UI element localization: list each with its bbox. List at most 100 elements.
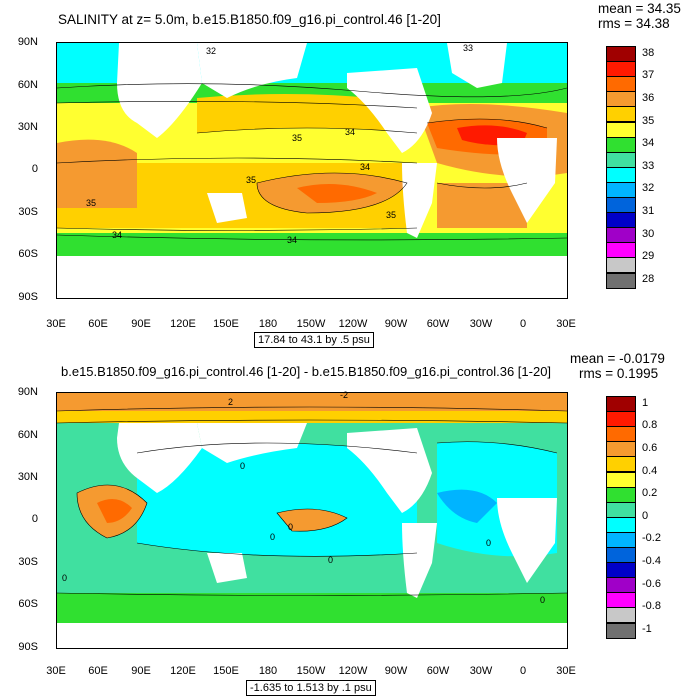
map-title: b.e15.B1850.f09_g16.pi_control.46 [1-20]… bbox=[61, 364, 552, 379]
lon-label: 150E bbox=[213, 318, 239, 330]
colorbar-swatch bbox=[606, 181, 636, 198]
colorbar-label: 0.4 bbox=[642, 464, 658, 477]
lat-label: 60N bbox=[17, 429, 38, 441]
lon-label: 150E bbox=[213, 665, 239, 677]
colorbar-label: -0.6 bbox=[642, 577, 661, 590]
lat-label: 90S bbox=[18, 641, 38, 653]
difference-map-panel: b.e15.B1850.f09_g16.pi_control.46 [1-20]… bbox=[0, 350, 700, 700]
lon-label: 150W bbox=[296, 318, 326, 330]
colorbar-swatch bbox=[606, 166, 636, 183]
lat-label: 0 bbox=[31, 163, 38, 175]
colorbar-swatch bbox=[606, 242, 636, 259]
colorbar-label: 29 bbox=[642, 250, 655, 263]
colorbar-swatch bbox=[606, 227, 636, 244]
lon-label: 60W bbox=[426, 665, 450, 677]
lat-label: 30S bbox=[18, 556, 38, 568]
rms-stat: rms = 0.1995 bbox=[579, 366, 659, 381]
contour-label: 0 bbox=[288, 522, 294, 532]
contour-label: -2 bbox=[340, 390, 349, 400]
colorbar-swatch bbox=[606, 562, 636, 579]
colorbar-swatch bbox=[606, 456, 636, 473]
lon-label: 30E bbox=[556, 318, 576, 330]
lon-label: 90E bbox=[131, 318, 151, 330]
colorbar-label: 28 bbox=[642, 273, 655, 286]
colorbar-swatch bbox=[606, 91, 636, 108]
colorbar-swatch bbox=[606, 136, 636, 153]
colorbar-label: 38 bbox=[642, 46, 655, 59]
contour-label: 34 bbox=[112, 230, 123, 240]
contour-label: 0 bbox=[540, 595, 546, 605]
colorbar-label: -1 bbox=[642, 623, 652, 636]
lon-label: 0 bbox=[519, 318, 527, 330]
contour-label: 34 bbox=[287, 235, 298, 245]
colorbar-swatch bbox=[606, 396, 636, 413]
lat-label: 90N bbox=[17, 36, 38, 48]
colorbar-swatch bbox=[606, 197, 636, 214]
lat-label: 30N bbox=[17, 471, 38, 483]
lon-label: 30E bbox=[556, 665, 576, 677]
range-box: 17.84 to 43.1 by .5 psu bbox=[254, 332, 374, 348]
colorbar-swatch bbox=[606, 592, 636, 609]
colorbar-label: 37 bbox=[642, 69, 655, 82]
lon-label: 150W bbox=[296, 665, 326, 677]
lat-label: 60S bbox=[18, 248, 38, 260]
colorbar-swatch bbox=[606, 426, 636, 443]
lon-label: 120E bbox=[170, 665, 196, 677]
colorbar: 38 37 36 35 34 33 32 31 30 29 28 bbox=[606, 46, 676, 289]
colorbar-swatch bbox=[606, 411, 636, 428]
lon-label: 30E bbox=[46, 665, 66, 677]
lat-label: 60S bbox=[18, 598, 38, 610]
mean-stat: mean = 34.35 bbox=[598, 1, 681, 16]
contour-label: 0 bbox=[240, 461, 246, 471]
colorbar-label: 32 bbox=[642, 182, 655, 195]
colorbar-swatch bbox=[606, 531, 636, 548]
colorbar-swatch bbox=[606, 272, 636, 289]
lon-label: 60W bbox=[426, 318, 450, 330]
colorbar-label: 31 bbox=[642, 205, 655, 218]
colorbar-label: 35 bbox=[642, 114, 655, 127]
colorbar-swatch bbox=[606, 471, 636, 488]
colorbar-swatch bbox=[606, 577, 636, 594]
lon-label: 30E bbox=[46, 318, 66, 330]
lon-label: 0 bbox=[519, 665, 527, 677]
colorbar-label: 33 bbox=[642, 159, 655, 172]
salinity-map-panel: SALINITY at z= 5.0m, b.e15.B1850.f09_g16… bbox=[17, 1, 681, 348]
contour-label: 0 bbox=[328, 555, 334, 565]
lon-label: 30W bbox=[469, 665, 493, 677]
colorbar-swatch bbox=[606, 516, 636, 533]
colorbar-swatch bbox=[606, 46, 636, 63]
colorbar-swatch bbox=[606, 607, 636, 624]
mean-stat: mean = -0.0179 bbox=[570, 351, 665, 366]
colorbar-label: 34 bbox=[642, 137, 655, 150]
range-box: -1.635 to 1.513 by .1 psu bbox=[246, 680, 376, 696]
lon-label: 90W bbox=[384, 318, 408, 330]
contour-label: 0 bbox=[486, 538, 492, 548]
contour-label: 0 bbox=[62, 573, 68, 583]
colorbar-label: -0.4 bbox=[642, 555, 661, 568]
colorbar-label: -0.8 bbox=[642, 600, 661, 613]
rms-stat: rms = 34.38 bbox=[598, 16, 670, 31]
colorbar-label: 0.6 bbox=[642, 441, 658, 454]
colorbar-label: 0.2 bbox=[642, 487, 658, 500]
lat-label: 30N bbox=[17, 121, 38, 133]
lon-label: 90W bbox=[384, 665, 408, 677]
colorbar-swatch bbox=[606, 441, 636, 458]
colorbar-swatch bbox=[606, 121, 636, 138]
lat-label: 90N bbox=[17, 386, 38, 398]
colorbar-swatch bbox=[606, 622, 636, 639]
colorbar-label: 36 bbox=[642, 91, 655, 104]
lon-label: 90E bbox=[131, 665, 151, 677]
lon-label: 120W bbox=[338, 665, 368, 677]
colorbar-swatch bbox=[606, 151, 636, 168]
colorbar-swatch bbox=[606, 486, 636, 503]
contour-label: 35 bbox=[292, 133, 303, 143]
colorbar-swatch bbox=[606, 547, 636, 564]
lat-label: 60N bbox=[17, 79, 38, 91]
lat-label: 0 bbox=[31, 513, 38, 525]
colorbar-label: 0.8 bbox=[642, 419, 658, 432]
colorbar: 1 0.8 0.6 0.4 0.2 0 -0.2 -0.4 -0.6 -0.8 -1 bbox=[606, 396, 676, 639]
colorbar-label: 0 bbox=[642, 509, 649, 522]
colorbar-swatch bbox=[606, 501, 636, 518]
difference-map bbox=[56, 392, 568, 649]
colorbar-swatch bbox=[606, 257, 636, 274]
